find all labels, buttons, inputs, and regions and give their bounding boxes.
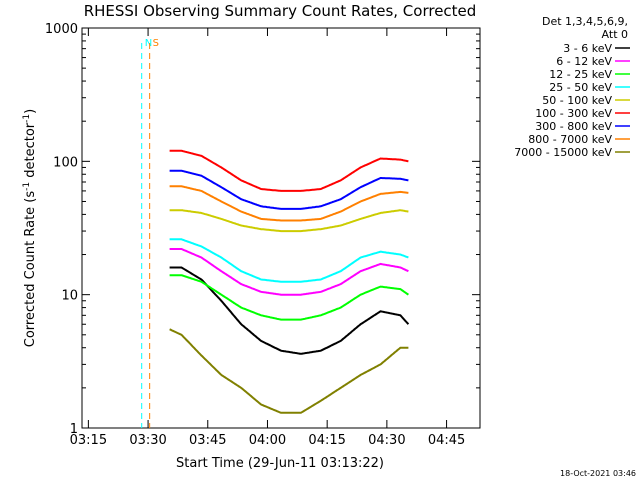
x-tick-label: 03:15 — [70, 433, 107, 448]
legend-entry-label: 100 - 300 keV — [535, 107, 612, 120]
series-line — [169, 238, 409, 283]
x-tick-label: 04:30 — [368, 433, 405, 448]
legend-entry-label: 6 - 12 keV — [556, 55, 612, 68]
annotation-label: S — [153, 38, 159, 49]
legend-header-line-1: Det 1,3,4,5,6,9, — [542, 15, 628, 28]
plot-frame — [81, 27, 481, 429]
legend-header-line-2: Att 0 — [602, 28, 628, 41]
y-tick-label: 100 — [53, 155, 78, 170]
legend-entry-label: 300 - 800 keV — [535, 120, 612, 133]
y-axis-label-sup2: -1 — [22, 114, 32, 123]
legend-entry-label: 50 - 100 keV — [542, 94, 612, 107]
generation-timestamp: 18-Oct-2021 03:46 — [560, 469, 636, 478]
chart-title: RHESSI Observing Summary Count Rates, Co… — [84, 2, 477, 20]
series-line — [169, 169, 409, 210]
series-line — [169, 149, 409, 192]
x-axis-label: Start Time (29-Jun-11 03:13:22) — [176, 456, 384, 471]
y-tick-label: 1000 — [45, 22, 78, 37]
x-tick-label: 04:45 — [428, 433, 465, 448]
legend-entry-label: 3 - 6 keV — [563, 42, 612, 55]
series-line — [169, 274, 409, 321]
annotation-label: N — [145, 38, 152, 49]
y-axis-label-sup: -1 — [22, 182, 32, 191]
y-tick-label: 10 — [61, 289, 78, 304]
series-line — [169, 328, 409, 414]
series-line — [169, 185, 409, 222]
series-line — [169, 209, 409, 233]
x-tick-label: 04:00 — [249, 433, 286, 448]
legend-entry-label: 800 - 7000 keV — [528, 133, 612, 146]
series-line — [169, 266, 410, 355]
x-tick-label: 04:15 — [308, 433, 345, 448]
x-tick-label: 03:45 — [189, 433, 226, 448]
y-axis-label-main: Corrected Count Rate (s — [23, 191, 38, 348]
y-axis-label-mid: detector — [23, 122, 38, 182]
legend-entry-label: 25 - 50 keV — [549, 81, 612, 94]
series-line — [169, 248, 409, 296]
x-tick-label: 03:30 — [129, 433, 166, 448]
legend-entry-label: 7000 - 15000 keV — [514, 146, 612, 159]
y-axis-label: Corrected Count Rate (s-1 detector-1) — [22, 109, 38, 347]
y-axis-label-close: ) — [23, 109, 38, 114]
plot-area: 03:15 03:30 03:45 04:00 04:15 04:30 04:45 1 10 10… — [45, 22, 481, 448]
legend-entry-label: 12 - 25 keV — [549, 68, 612, 81]
y-tick-label: 1 — [70, 422, 78, 437]
